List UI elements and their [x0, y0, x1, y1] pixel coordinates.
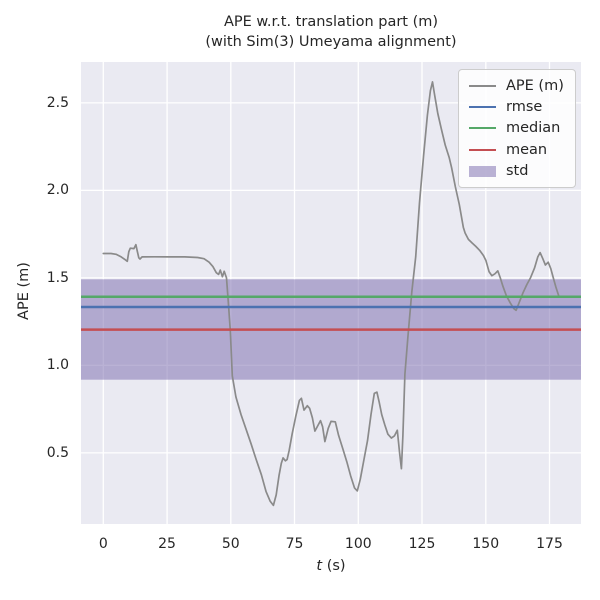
x-tick-label: 125: [408, 536, 436, 552]
legend-label: rmse: [506, 99, 543, 116]
legend-swatch-median: [469, 127, 496, 130]
x-tick-label: 50: [221, 536, 240, 552]
x-tick-label: 75: [285, 536, 304, 552]
ape-error-curve: [102, 81, 560, 507]
legend-row: rmse: [469, 97, 575, 118]
x-tick-label: 25: [158, 536, 176, 552]
x-axis-label-unit: (s): [326, 558, 346, 574]
y-tick-label: 0.5: [46, 444, 69, 461]
legend-row: APE (m): [469, 75, 575, 96]
y-tick-label: 2.5: [46, 94, 69, 111]
chart-title: APE w.r.t. translation part (m) (with Si…: [81, 13, 581, 52]
y-tick-label: 1.5: [46, 269, 69, 286]
legend-swatch-mean: [469, 148, 496, 151]
legend-row: std: [469, 161, 575, 182]
legend-row: median: [469, 118, 575, 139]
legend-label: median: [506, 120, 561, 137]
x-tick-label: 0: [98, 536, 108, 552]
x-tick-label: 150: [472, 536, 500, 552]
chart-title-line1: APE w.r.t. translation part (m): [223, 14, 439, 30]
legend-label: mean: [506, 141, 548, 158]
legend-swatch-std: [469, 165, 496, 177]
legend: APE (m) rmse median mean std: [458, 69, 576, 188]
y-tick-label: 2.0: [46, 182, 69, 199]
y-tick-label: 1.0: [46, 357, 69, 374]
legend-label: std: [506, 163, 529, 180]
x-tick-label: 100: [344, 536, 372, 552]
legend-label: APE (m): [506, 77, 564, 94]
legend-swatch-ape-m-: [469, 84, 496, 87]
chart-title-line2: (with Sim(3) Umeyama alignment): [205, 33, 457, 50]
x-axis-label-variable: t: [316, 558, 323, 574]
x-tick-label: 175: [536, 536, 563, 552]
x-axis-label: t (s): [81, 558, 581, 574]
legend-row: mean: [469, 139, 575, 160]
legend-swatch-rmse: [469, 106, 496, 109]
